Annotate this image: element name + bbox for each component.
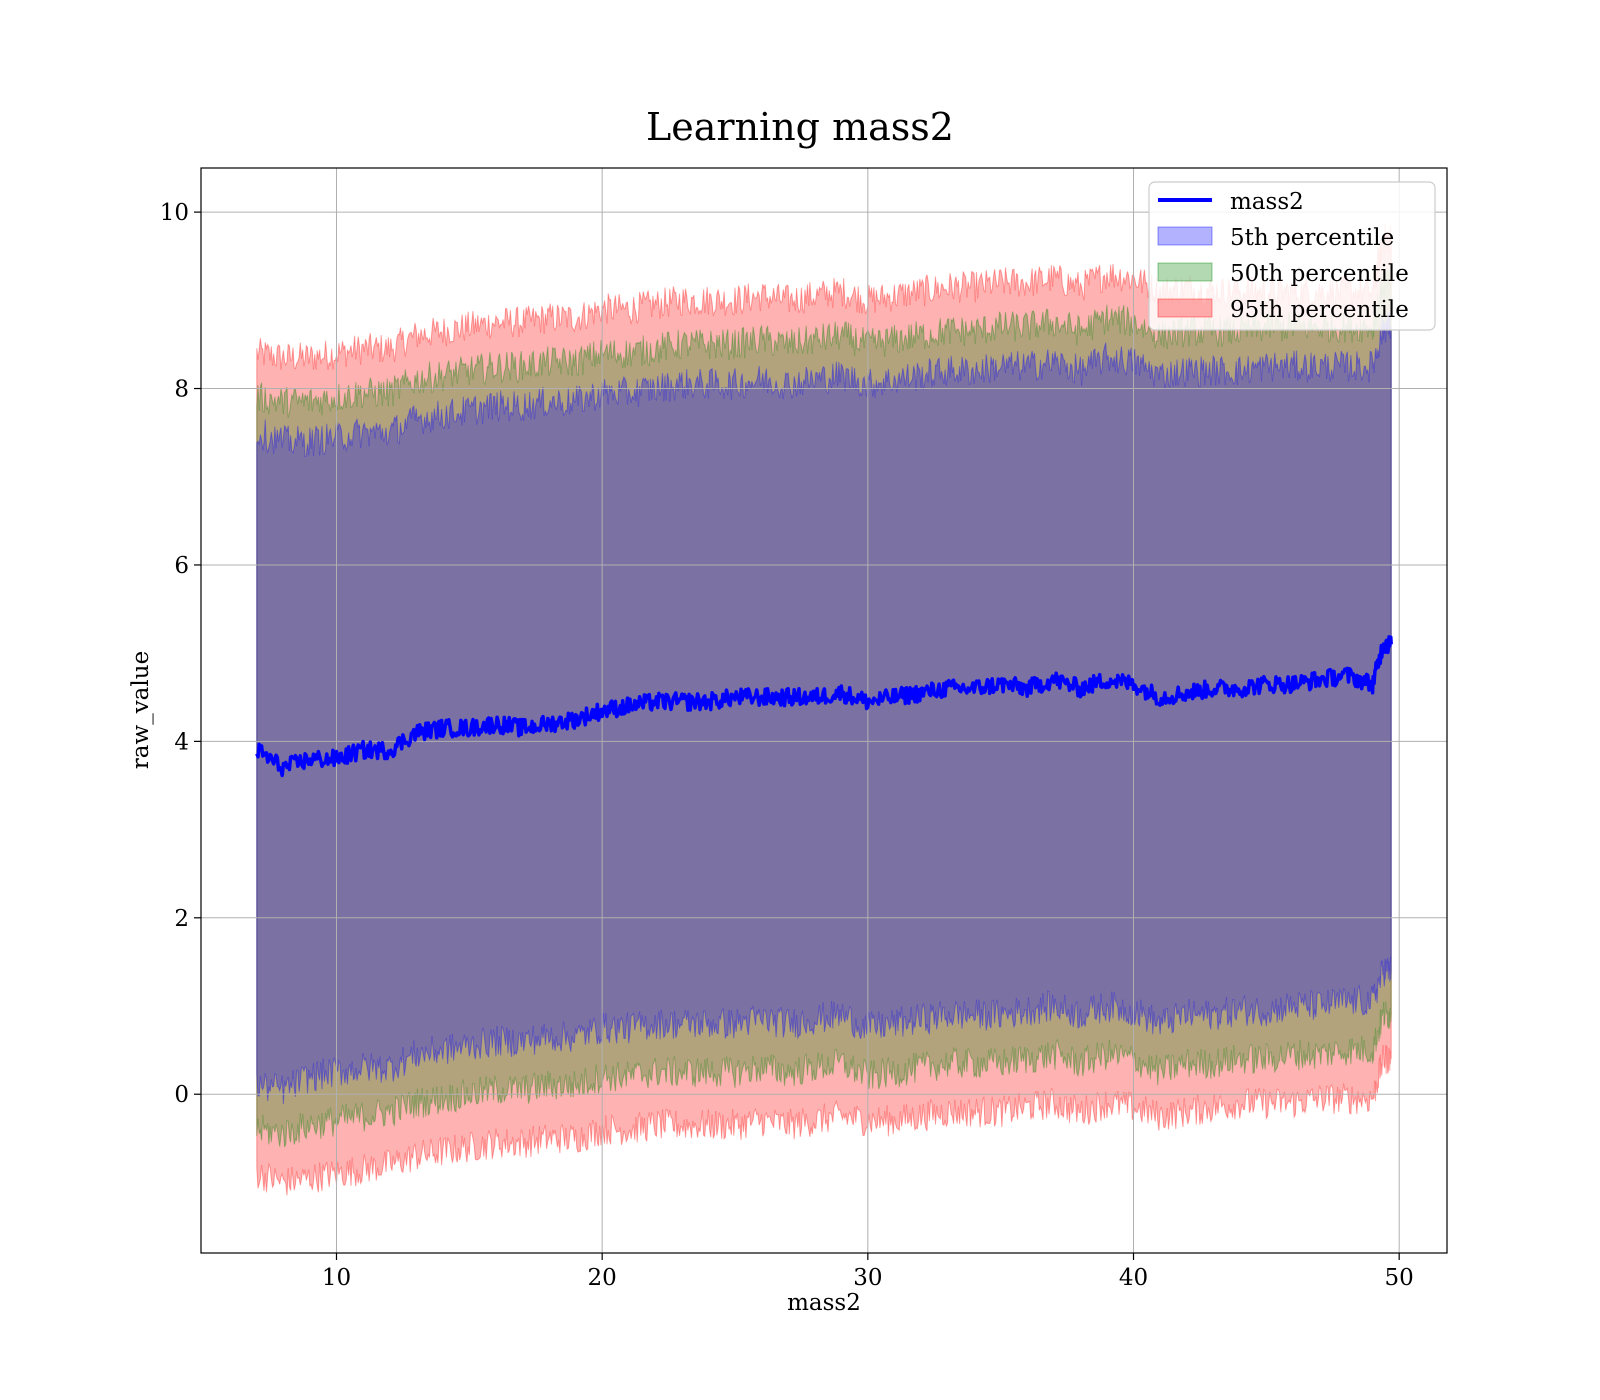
legend-swatch-95th — [1157, 298, 1213, 318]
y-tick-label: 0 — [174, 1082, 189, 1108]
x-tick-label: 50 — [1385, 1265, 1414, 1291]
legend-label-5th: 5th percentile — [1230, 225, 1394, 251]
legend-label-95th: 95th percentile — [1230, 297, 1409, 323]
y-tick-label: 4 — [174, 729, 189, 755]
x-tick-label: 10 — [322, 1265, 351, 1291]
series-line-mass2 — [255, 635, 1393, 778]
legend-label-50th: 50th percentile — [1230, 261, 1409, 287]
y-tick-label: 8 — [174, 377, 189, 403]
legend-label-mass2: mass2 — [1230, 189, 1304, 215]
legend-swatch-5th — [1157, 226, 1213, 246]
x-tick-label: 40 — [1119, 1265, 1148, 1291]
y-axis-label: raw_value — [128, 651, 154, 769]
y-axis: 0 2 4 6 8 10 — [160, 200, 201, 1108]
x-tick-label: 30 — [853, 1265, 882, 1291]
legend-swatch-50th — [1157, 262, 1213, 282]
x-axis: 10 20 30 40 50 — [322, 1253, 1414, 1291]
line-layer — [255, 635, 1393, 778]
y-tick-label: 6 — [174, 553, 189, 579]
legend-frame — [1148, 181, 1436, 331]
band-50th-percentile — [256, 267, 1392, 1148]
band-5th-percentile — [256, 312, 1392, 1105]
x-tick-label: 20 — [588, 1265, 617, 1291]
legend: mass2 5th percentile 50th percentile 95t… — [1148, 181, 1436, 331]
y-tick-label: 10 — [160, 200, 189, 226]
band-95th-percentile — [256, 223, 1392, 1196]
chart-title: Learning mass2 — [646, 105, 954, 149]
bands-layer — [256, 223, 1392, 1196]
plot-frame — [200, 167, 1448, 1254]
x-axis-label: mass2 — [787, 1290, 861, 1316]
y-tick-label: 2 — [174, 906, 189, 932]
